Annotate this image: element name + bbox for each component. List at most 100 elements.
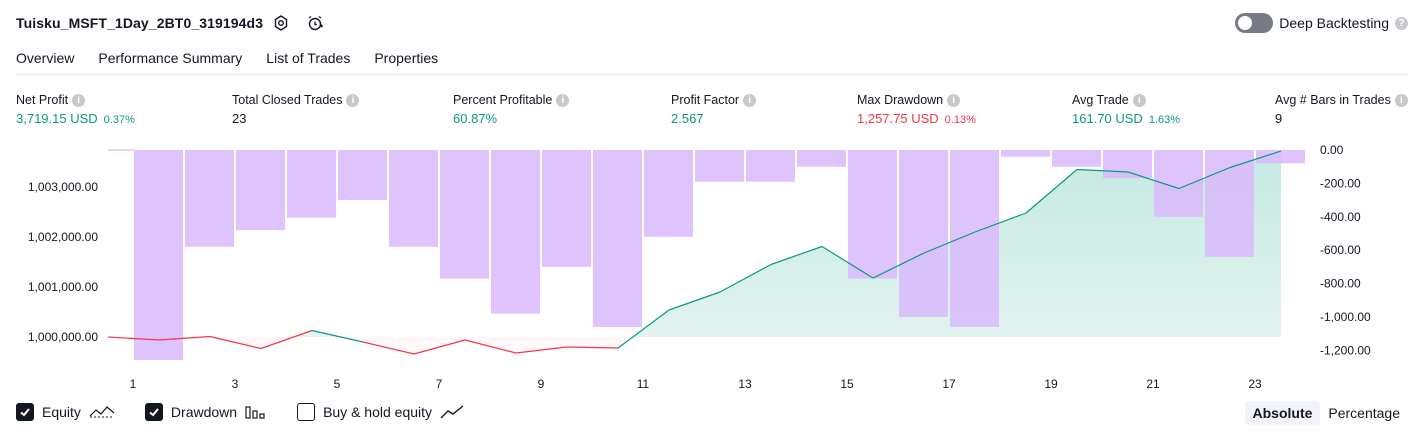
deep-backtesting-control: Deep Backtesting ? (1235, 13, 1408, 33)
equity-line-segment (1127, 171, 1180, 190)
left-axis-tick: 1,003,000.00 (28, 180, 98, 194)
metric-net-profit: Net Profit i 3,719.15 USD 0.37% (16, 93, 135, 126)
metric-percent: 0.37% (103, 114, 135, 126)
metric-total-closed-trades: Total Closed Trades i 23 (232, 93, 360, 126)
right-axis-tick: -600.00 (1320, 243, 1361, 257)
tab-bar: Overview Performance Summary List of Trade… (16, 46, 438, 76)
legend-equity[interactable]: Equity (16, 403, 115, 421)
checkbox[interactable] (144, 403, 163, 421)
info-icon[interactable]: i (72, 93, 86, 107)
right-axis-tick: -800.00 (1320, 277, 1361, 291)
drawdown-bar (797, 150, 846, 167)
metric-label: Net Profit i (16, 93, 135, 107)
left-axis-tick: 1,000,000.00 (28, 330, 98, 344)
drawdown-bar (1256, 150, 1305, 164)
drawdown-bar (1001, 150, 1050, 157)
metric-value: 1,257.75 USD 0.13% (857, 111, 976, 126)
metric-label: Profit Factor i (671, 93, 757, 107)
metric-label-text: Avg # Bars in Trades (1275, 93, 1391, 107)
info-icon[interactable]: i (346, 93, 360, 107)
info-icon[interactable]: i (1394, 93, 1408, 107)
metric-value: 9 (1275, 111, 1408, 126)
drawdown-bar (134, 150, 183, 360)
equity-line-segment (515, 346, 568, 354)
equity-drawdown-chart[interactable]: 1,000,000.00 1,001,000.00 1,002,000.00 1,00… (0, 140, 1424, 395)
tab-list-of-trades[interactable]: List of Trades (266, 50, 351, 66)
tab-overview[interactable]: Overview (16, 46, 75, 76)
strategy-header: Tuisku_MSFT_1Day_2BT0_319194d3 Deep Back… (0, 0, 1424, 46)
metric-value: 161.70 USD 1.63% (1072, 111, 1180, 126)
equity-line-segment (1076, 168, 1129, 173)
info-icon[interactable]: i (556, 93, 570, 107)
info-icon[interactable]: i (1132, 93, 1146, 107)
checkbox[interactable] (16, 403, 34, 421)
drawdown-bar (440, 150, 489, 279)
x-axis-tick: 1 (130, 377, 137, 391)
x-axis-tick: 19 (1044, 377, 1058, 391)
equity-area-negative (108, 337, 1281, 354)
x-axis-tick: 5 (334, 377, 341, 391)
metric-label-text: Avg Trade (1072, 93, 1129, 107)
metric-value: 23 (232, 111, 359, 126)
info-icon[interactable]: i (947, 93, 961, 107)
right-axis-tick: -1,200.00 (1320, 343, 1371, 357)
metric-percent-profitable: Percent Profitable i 60.87% (453, 93, 570, 126)
equity-line-segment (872, 252, 925, 279)
drawdown-bar (593, 150, 642, 327)
checkbox[interactable] (297, 403, 316, 421)
metric-percent: 1.63% (1148, 114, 1181, 126)
metric-value-text: 161.70 USD (1072, 111, 1143, 126)
trend-line-icon (440, 404, 464, 420)
drawdown-bar (848, 150, 897, 279)
metric-label: Total Closed Trades i (232, 93, 360, 107)
equity-line-segment (770, 245, 823, 266)
x-axis-tick: 17 (942, 377, 956, 391)
equity-line-segment (1178, 166, 1231, 190)
equity-line-segment (668, 291, 721, 311)
mode-absolute-button[interactable]: Absolute (1244, 401, 1321, 425)
metric-label: Avg Trade i (1072, 93, 1180, 107)
x-axis-tick: 23 (1248, 377, 1262, 391)
tab-performance-summary[interactable]: Performance Summary (98, 50, 243, 66)
x-axis-tick: 13 (738, 377, 752, 391)
mode-percentage-button[interactable]: Percentage (1328, 405, 1400, 421)
equity-line-icon (89, 404, 115, 420)
drawdown-bar (185, 150, 234, 247)
right-axis-tick: -400.00 (1320, 210, 1361, 224)
toggle-knob (1238, 16, 1253, 30)
drawdown-bar (491, 150, 540, 314)
legend-buy-hold-equity[interactable]: Buy & hold equity (297, 403, 464, 421)
deep-backtesting-toggle[interactable] (1235, 13, 1274, 33)
metric-value-text: 1,257.75 USD (857, 111, 939, 126)
equity-line-segment (362, 341, 415, 355)
info-icon[interactable]: i (743, 93, 757, 107)
metric-label-text: Max Drawdown (857, 93, 944, 107)
tab-properties[interactable]: Properties (374, 50, 439, 66)
equity-line-segment (1025, 169, 1078, 214)
metric-value-text: 2.567 (671, 111, 704, 126)
legend-label: Buy & hold equity (323, 404, 433, 420)
drawdown-bar (695, 150, 744, 182)
drawdown-bar (1205, 150, 1254, 257)
equity-line-segment (413, 339, 466, 355)
left-axis-tick: 1,002,000.00 (28, 230, 98, 244)
alert-clock-icon[interactable] (304, 12, 326, 34)
drawdown-bar (287, 150, 336, 218)
equity-line-segment (923, 231, 976, 254)
equity-line-segment (311, 329, 364, 343)
right-axis-tick: 0.00 (1320, 143, 1344, 157)
drawdown-bar (338, 150, 387, 201)
metric-value-text: 60.87% (453, 111, 498, 126)
equity-line-segment (617, 309, 670, 349)
drawdown-bar (746, 150, 795, 182)
drawdown-bar (644, 150, 693, 237)
x-axis-tick: 15 (840, 377, 854, 391)
help-icon[interactable]: ? (1395, 16, 1408, 30)
drawdown-bar (542, 150, 591, 267)
drawdown-bar (1103, 150, 1152, 179)
equity-line-segment (158, 335, 211, 341)
legend-drawdown[interactable]: Drawdown (144, 403, 267, 421)
strategy-title: Tuisku_MSFT_1Day_2BT0_319194d3 (16, 15, 264, 31)
x-axis-tick: 7 (436, 377, 443, 391)
settings-gear-icon[interactable] (270, 12, 292, 34)
